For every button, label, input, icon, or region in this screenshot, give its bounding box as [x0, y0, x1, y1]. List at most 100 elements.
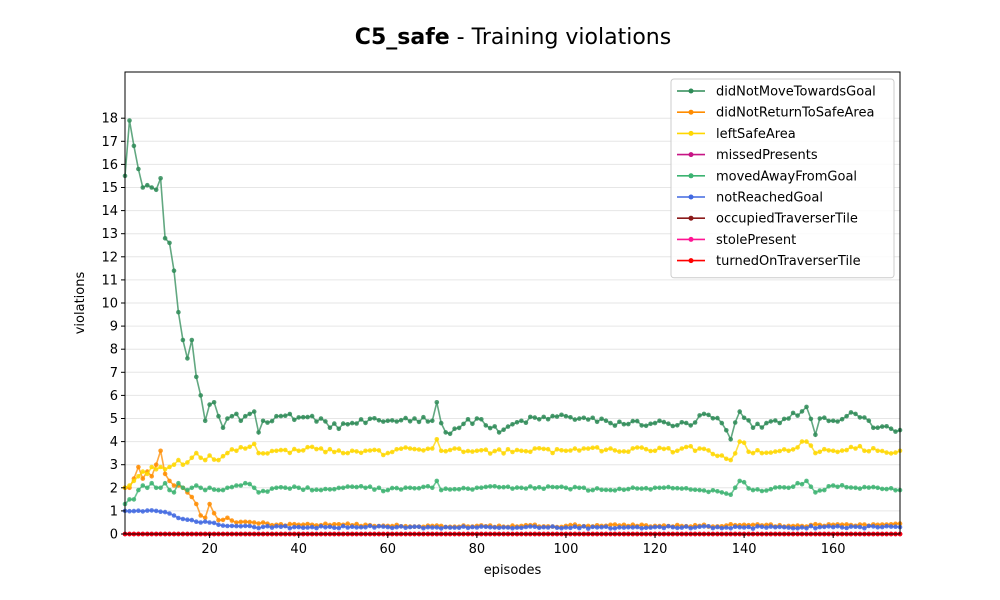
data-point [532, 415, 538, 420]
y-tick-label: 7 [110, 366, 118, 381]
data-point [430, 525, 435, 530]
data-point [652, 448, 658, 454]
data-point [835, 449, 840, 455]
data-point [496, 484, 502, 490]
data-point [790, 447, 796, 452]
data-point [888, 524, 894, 529]
data-point [737, 409, 742, 414]
data-point [799, 409, 805, 414]
data-point [741, 479, 747, 485]
data-point [808, 416, 814, 422]
data-point [487, 451, 493, 456]
data-point [545, 525, 551, 530]
data-point [434, 525, 440, 530]
legend-box [670, 78, 895, 279]
data-point [862, 525, 867, 531]
data-point [260, 520, 266, 525]
data-point [345, 450, 351, 456]
data-point [367, 448, 373, 453]
data-point [292, 417, 297, 423]
data-point [599, 416, 604, 422]
data-point [528, 524, 533, 529]
data-point [741, 415, 747, 421]
data-point [189, 337, 195, 343]
data-point [238, 524, 244, 529]
data-point [759, 488, 765, 494]
data-point [340, 450, 346, 456]
data-point [483, 524, 489, 530]
data-point [813, 432, 818, 438]
data-point [621, 487, 627, 493]
data-point [581, 446, 587, 451]
data-point [826, 484, 831, 489]
data-point [559, 412, 564, 418]
data-point [305, 414, 310, 420]
data-point [363, 525, 368, 530]
legend-marker [688, 130, 694, 136]
data-point [452, 446, 457, 451]
data-point [581, 415, 587, 421]
data-point [871, 425, 876, 431]
data-point [483, 484, 489, 490]
data-point [853, 446, 858, 451]
data-point [848, 410, 854, 415]
data-point [692, 420, 698, 425]
legend-label: notReachedGoal [716, 191, 823, 206]
data-point [389, 485, 395, 491]
y-tick-label: 9 [110, 320, 118, 335]
data-point [318, 446, 324, 451]
data-point [292, 484, 297, 490]
data-point [443, 448, 449, 454]
data-point [162, 480, 168, 486]
data-point [643, 446, 649, 452]
data-point [799, 525, 805, 530]
data-point [603, 487, 609, 493]
data-point [871, 484, 876, 490]
data-point [416, 447, 422, 452]
data-point [724, 525, 729, 530]
data-point [269, 525, 275, 530]
data-point [750, 522, 756, 528]
data-point [385, 524, 391, 530]
data-point [501, 427, 506, 433]
data-point [238, 418, 244, 424]
data-point [866, 448, 872, 454]
data-point [830, 418, 836, 424]
data-point [305, 485, 310, 490]
data-point [648, 421, 653, 427]
data-point [706, 448, 711, 453]
data-point [724, 491, 729, 496]
data-point [354, 421, 359, 426]
data-point [648, 487, 653, 492]
data-point [781, 416, 787, 422]
data-point [496, 430, 502, 435]
data-point [189, 485, 195, 491]
y-tick-label: 6 [110, 389, 118, 404]
data-point [256, 521, 261, 526]
data-point [599, 524, 604, 530]
data-point [309, 444, 315, 450]
data-point [194, 519, 199, 524]
data-point [158, 509, 163, 514]
data-point [590, 524, 595, 530]
data-point [612, 423, 618, 428]
data-point [639, 423, 644, 428]
data-point [572, 417, 578, 422]
data-point [666, 484, 671, 490]
data-point [211, 520, 217, 526]
data-point [381, 419, 386, 424]
data-point [207, 520, 212, 525]
data-point [799, 481, 805, 487]
data-point [479, 417, 484, 422]
data-point [643, 423, 649, 429]
data-point [251, 524, 257, 530]
data-point [732, 451, 738, 456]
data-point [372, 447, 377, 453]
data-point [216, 522, 221, 528]
data-point [211, 487, 217, 492]
data-point [683, 486, 689, 491]
data-point [340, 421, 346, 426]
data-point [447, 487, 453, 492]
data-point [679, 420, 685, 425]
